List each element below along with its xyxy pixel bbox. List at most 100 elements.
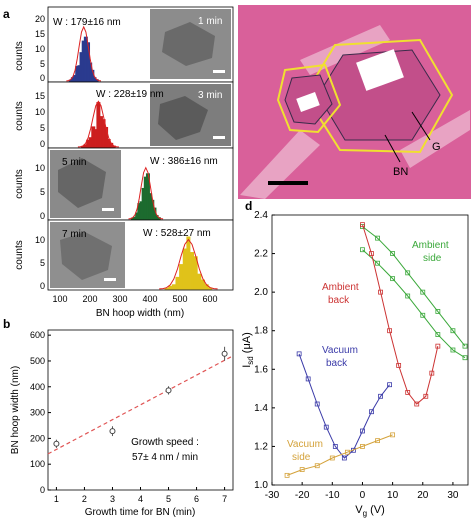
b-x-tick: 2 bbox=[82, 494, 87, 504]
counts-label-3: counts bbox=[14, 169, 25, 198]
d-series-marker bbox=[323, 424, 329, 430]
d-series-marker bbox=[429, 370, 435, 376]
b-y-tick: 600 bbox=[30, 330, 45, 340]
d-x-tick: -10 bbox=[325, 490, 340, 501]
hist-bar bbox=[200, 279, 205, 290]
sem-image-2-flake bbox=[158, 96, 208, 140]
hist-bars-4 bbox=[159, 236, 218, 290]
electrode-strip-1 bbox=[240, 130, 320, 199]
d-series-marker bbox=[378, 393, 383, 399]
time-label-1: 1 min bbox=[198, 16, 222, 27]
vacuum-side-label-2: side bbox=[292, 452, 311, 463]
d-x-tick: -20 bbox=[295, 490, 310, 501]
d-series-marker bbox=[387, 328, 393, 334]
b-y-tick: 200 bbox=[30, 433, 45, 443]
ambient-side-label-1: Ambient bbox=[412, 240, 449, 251]
ylabel-main: I bbox=[241, 365, 253, 368]
sem-image-1-scalebar bbox=[213, 70, 225, 73]
panel-d-series bbox=[284, 222, 468, 478]
vacuum-back-label-1: Vacuum bbox=[322, 345, 358, 356]
b-data-point bbox=[53, 440, 60, 447]
d-series-marker bbox=[378, 289, 383, 295]
electrode-strip-2 bbox=[300, 25, 390, 75]
y-tick-r3-0: 0 bbox=[40, 211, 45, 221]
d-series-marker bbox=[423, 393, 429, 399]
b-x-tick: 1 bbox=[54, 494, 59, 504]
panel-d-yticks: 1.0 1.2 1.4 1.6 1.8 2.0 2.2 2.4 bbox=[254, 210, 275, 491]
panel-d-xticks: -30 -20 -10 0 10 20 30 bbox=[265, 482, 459, 501]
b-y-tick: 400 bbox=[30, 382, 45, 392]
sem-image-1-flake bbox=[162, 22, 215, 66]
panel-d-xlabel: Vg (V) bbox=[355, 504, 385, 518]
time-label-3: 5 min bbox=[62, 157, 86, 168]
d-series-marker bbox=[360, 428, 365, 434]
d-y-tick: 2.2 bbox=[254, 249, 268, 260]
label-g: G bbox=[432, 141, 441, 153]
y-tick-r3-2: 10 bbox=[35, 163, 45, 173]
d-series-marker bbox=[329, 455, 335, 461]
stat-label-4: W : 528±27 nm bbox=[143, 228, 211, 239]
d-series-marker bbox=[462, 355, 468, 361]
y-tick-r1-2: 10 bbox=[35, 44, 45, 54]
x-tick-500: 500 bbox=[172, 294, 187, 304]
xlabel-unit: (V) bbox=[367, 504, 385, 516]
panel-d-chart: 1.0 1.2 1.4 1.6 1.8 2.0 2.2 2.4 -30 -20 -10 0 10 20 3… bbox=[241, 210, 469, 518]
d-series-line bbox=[298, 353, 390, 459]
hist-bar bbox=[197, 273, 202, 290]
b-x-tick: 5 bbox=[166, 494, 171, 504]
d-series-marker bbox=[375, 438, 380, 444]
d-series-marker bbox=[420, 312, 426, 318]
d-series-marker bbox=[414, 401, 420, 407]
d-series-line bbox=[362, 226, 466, 347]
counts-label-2: counts bbox=[14, 101, 25, 130]
d-series-marker bbox=[390, 432, 396, 438]
y-tick-r2-3: 15 bbox=[35, 91, 45, 101]
y-tick-r4-2: 10 bbox=[35, 235, 45, 245]
xlabel-main: V bbox=[355, 504, 363, 516]
x-tick-600: 600 bbox=[202, 294, 217, 304]
electrode-strip-3 bbox=[400, 110, 470, 168]
sem-image-4-flake bbox=[60, 232, 112, 280]
sem-image-3-flake bbox=[58, 158, 106, 208]
hist-fit-curve bbox=[128, 166, 164, 220]
d-x-tick: 10 bbox=[387, 490, 399, 501]
d-x-tick: 0 bbox=[360, 490, 366, 501]
panel-a-histograms: 1 min 3 min 5 min 7 min W : 179±16 nm W … bbox=[14, 6, 234, 319]
x-tick-200: 200 bbox=[82, 294, 97, 304]
b-x-tick: 6 bbox=[194, 494, 199, 504]
b-y-tick: 500 bbox=[30, 356, 45, 366]
panel-b-chart: 0 100 200 300 400 500 600 1 2 3 4 5 6 7 Growth speed… bbox=[10, 329, 234, 518]
stat-label-2: W : 228±19 nm bbox=[96, 89, 164, 100]
d-series-marker bbox=[390, 251, 396, 256]
y-tick-r1-0: 0 bbox=[40, 73, 45, 83]
d-series-marker bbox=[396, 363, 402, 368]
y-tick-r3-1: 5 bbox=[40, 187, 45, 197]
d-y-tick: 2.4 bbox=[254, 210, 268, 221]
electrode-pad-2 bbox=[296, 92, 320, 112]
d-series-marker bbox=[435, 332, 441, 337]
d-series-marker bbox=[435, 343, 441, 349]
label-bn-arrow bbox=[384, 134, 401, 163]
d-series-marker bbox=[299, 467, 305, 472]
d-series-line bbox=[286, 434, 393, 476]
b-x-tick: 7 bbox=[222, 494, 227, 504]
panel-b-xlabel: Growth time for BN (min) bbox=[85, 507, 196, 518]
b-y-tick: 100 bbox=[30, 459, 45, 469]
panel-a-xlabel: BN hoop width (nm) bbox=[96, 308, 184, 319]
x-tick-400: 400 bbox=[142, 294, 157, 304]
panel-b-ylabel: BN hoop width (nm) bbox=[10, 366, 21, 454]
d-series-line bbox=[362, 224, 439, 405]
d-series-marker bbox=[305, 376, 311, 382]
hist-bar bbox=[168, 285, 173, 290]
ylabel-sub: sd bbox=[246, 356, 255, 364]
y-tick-r4-0: 0 bbox=[40, 281, 45, 291]
ambient-side-label-2: side bbox=[423, 253, 442, 264]
hist-bar bbox=[186, 236, 191, 290]
d-series-marker bbox=[344, 449, 350, 455]
y-tick-r1-1: 5 bbox=[40, 59, 45, 69]
d-series-marker bbox=[369, 409, 374, 415]
bn-hoop-small-outer bbox=[276, 63, 342, 134]
d-series-marker bbox=[450, 328, 456, 334]
hist-bar bbox=[190, 252, 195, 290]
d-series-marker bbox=[450, 347, 456, 353]
